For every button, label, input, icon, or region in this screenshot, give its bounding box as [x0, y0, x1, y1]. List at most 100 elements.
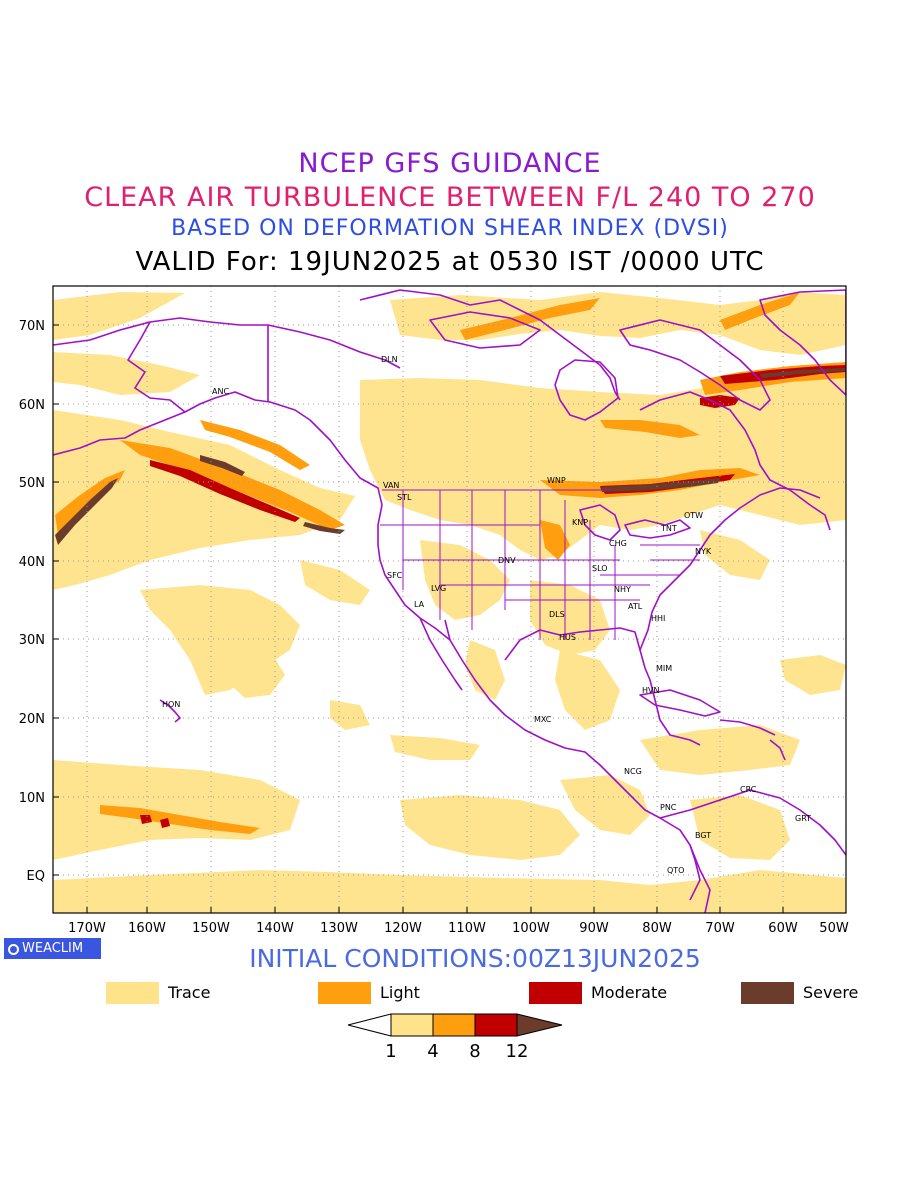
legend-swatch-moderate: [529, 982, 582, 1004]
station-mim: MIM: [656, 664, 672, 673]
weaclim-logo: WEACLIM: [4, 938, 101, 959]
severe-region: [303, 522, 345, 534]
station-mxc: MXC: [534, 715, 552, 724]
legend-label-trace: Trace: [168, 983, 211, 1002]
lon-labels: 170W 160W 150W 140W 130W 120W 110W 100W …: [68, 921, 849, 936]
trace-region: [690, 795, 790, 860]
station-lvg: LVG: [431, 584, 446, 593]
station-wnp: WNP: [547, 476, 566, 485]
lat-label: 40N: [19, 555, 45, 570]
trace-region: [53, 352, 200, 395]
severe-region: [600, 478, 720, 492]
station-knp: KNP: [572, 518, 588, 527]
alaska-west: [127, 321, 186, 413]
us-east-coast: [639, 487, 821, 651]
trace-region: [53, 410, 355, 590]
station-ncg: NCG: [624, 767, 642, 776]
lon-label: 140W: [256, 921, 294, 936]
trace-region: [400, 795, 580, 860]
station-grt: GRT: [795, 814, 811, 823]
trace-region: [780, 655, 846, 695]
trace-region: [205, 630, 285, 698]
station-hus: HUS: [559, 633, 576, 642]
hawaii: [159, 699, 181, 723]
trace-region: [560, 775, 650, 835]
lat-label: 70N: [19, 319, 45, 334]
severe-region: [760, 368, 846, 378]
weaclim-logo-icon: [8, 944, 19, 955]
trace-region: [390, 735, 480, 760]
alaska-coast: [53, 391, 383, 506]
canada-arctic: [359, 289, 621, 401]
trace-region: [700, 530, 770, 580]
lon-label: 50W: [819, 921, 849, 936]
light-region: [460, 298, 600, 340]
trace-region: [300, 560, 370, 605]
lat-label: EQ: [27, 869, 45, 884]
station-hvn: HVN: [642, 686, 659, 695]
station-bgt: BGT: [695, 831, 711, 840]
station-la: LA: [414, 600, 425, 609]
south-america-west: [689, 844, 711, 913]
state-borders: [380, 489, 700, 640]
lon-label: 110W: [448, 921, 486, 936]
arctic-islands: [429, 311, 541, 349]
labrador: [639, 391, 831, 531]
moderate-region: [150, 460, 300, 522]
baja: [419, 617, 463, 691]
station-dnv: DNV: [498, 556, 516, 565]
lon-label: 120W: [384, 921, 422, 936]
station-van: VAN: [383, 481, 399, 490]
station-pnc: PNC: [660, 803, 677, 812]
trace-region: [390, 292, 846, 355]
trace-region: [53, 870, 846, 913]
lon-label: 100W: [512, 921, 550, 936]
great-lakes-east: [624, 519, 691, 539]
initial-conditions: INITIAL CONDITIONS:00Z13JUN2025: [249, 944, 701, 973]
station-slo: SLO: [592, 564, 608, 573]
caribbean-islands: [719, 719, 786, 761]
lat-label: 30N: [19, 633, 45, 648]
severe-region: [200, 455, 245, 476]
legend-swatch-severe: [741, 982, 794, 1004]
station-stl: STL: [397, 493, 412, 502]
legend-swatch-light: [318, 982, 371, 1004]
lat-label: 50N: [19, 476, 45, 491]
alaska-north: [53, 317, 401, 369]
lon-label: 150W: [192, 921, 230, 936]
great-lakes: [579, 504, 621, 541]
moderate-region: [160, 818, 170, 828]
trace-region: [555, 650, 620, 730]
title-line-3: BASED ON DEFORMATION SHEAR INDEX (DVSI): [171, 216, 729, 241]
station-anc: ANC: [212, 387, 229, 396]
light-region: [720, 292, 800, 330]
map-frame: [52, 285, 847, 914]
station-hhi: HHI: [651, 614, 665, 623]
cuba: [639, 689, 721, 717]
station-sfc: SFC: [387, 571, 403, 580]
light-region: [120, 440, 345, 530]
station-hon: HON: [162, 700, 180, 709]
lon-label: 60W: [768, 921, 798, 936]
legend-swatch-trace: [106, 982, 159, 1004]
lat-labels: 70N 60N 50N 40N 30N 20N 10N EQ: [19, 319, 45, 884]
station-labels: ANC DLN VAN STL WNP KNP CHG TNT OTW NYK …: [162, 355, 811, 875]
graticule: [53, 286, 846, 913]
station-dln: DLN: [381, 355, 398, 364]
legend-label-moderate: Moderate: [591, 983, 668, 1002]
station-qto: QTO: [667, 866, 684, 875]
coastlines: [53, 289, 846, 913]
lon-label: 130W: [320, 921, 358, 936]
light-region: [540, 520, 570, 560]
greenland: [759, 289, 846, 396]
lat-label: 60N: [19, 398, 45, 413]
light-region: [200, 420, 310, 470]
south-america-north: [659, 789, 846, 856]
station-nyk: NYK: [695, 547, 712, 556]
hudson-bay: [554, 359, 619, 421]
trace-region: [53, 760, 300, 860]
title-line-2: CLEAR AIR TURBULENCE BETWEEN F/L 240 TO …: [84, 182, 816, 213]
gulf-coast: [504, 627, 701, 746]
station-chg: CHG: [609, 539, 627, 548]
